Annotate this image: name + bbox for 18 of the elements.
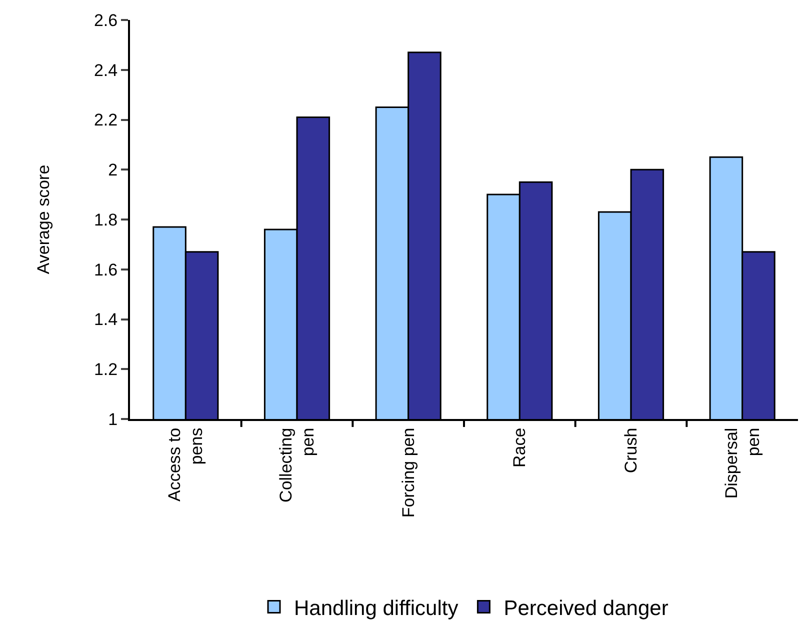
legend-label: Handling difficulty (294, 596, 459, 620)
y-tick-label: 1.2 (94, 360, 118, 380)
x-tick-label: Dispersal pen (722, 428, 763, 499)
y-tick-label: 1 (108, 410, 118, 429)
y-tick-label: 2.4 (94, 60, 118, 80)
x-tick-label: Crush (622, 428, 641, 474)
y-tick-label: 1.8 (94, 210, 118, 230)
legend-label: Perceived danger (504, 596, 668, 620)
y-tick-label: 1.4 (94, 310, 118, 330)
y-tick-label: 1.6 (94, 260, 118, 280)
x-tick-label: Race (510, 428, 530, 468)
y-tick-label: 2.6 (94, 10, 118, 30)
x-tick-label: Access to pens (165, 428, 206, 502)
y-axis-title: Average score (34, 164, 54, 274)
y-tick-label: 2 (108, 160, 118, 180)
x-tick-label: Collecting pen (276, 428, 318, 502)
y-tick-label: 2.2 (94, 110, 118, 130)
x-tick-label: Forcing pen (398, 428, 418, 518)
